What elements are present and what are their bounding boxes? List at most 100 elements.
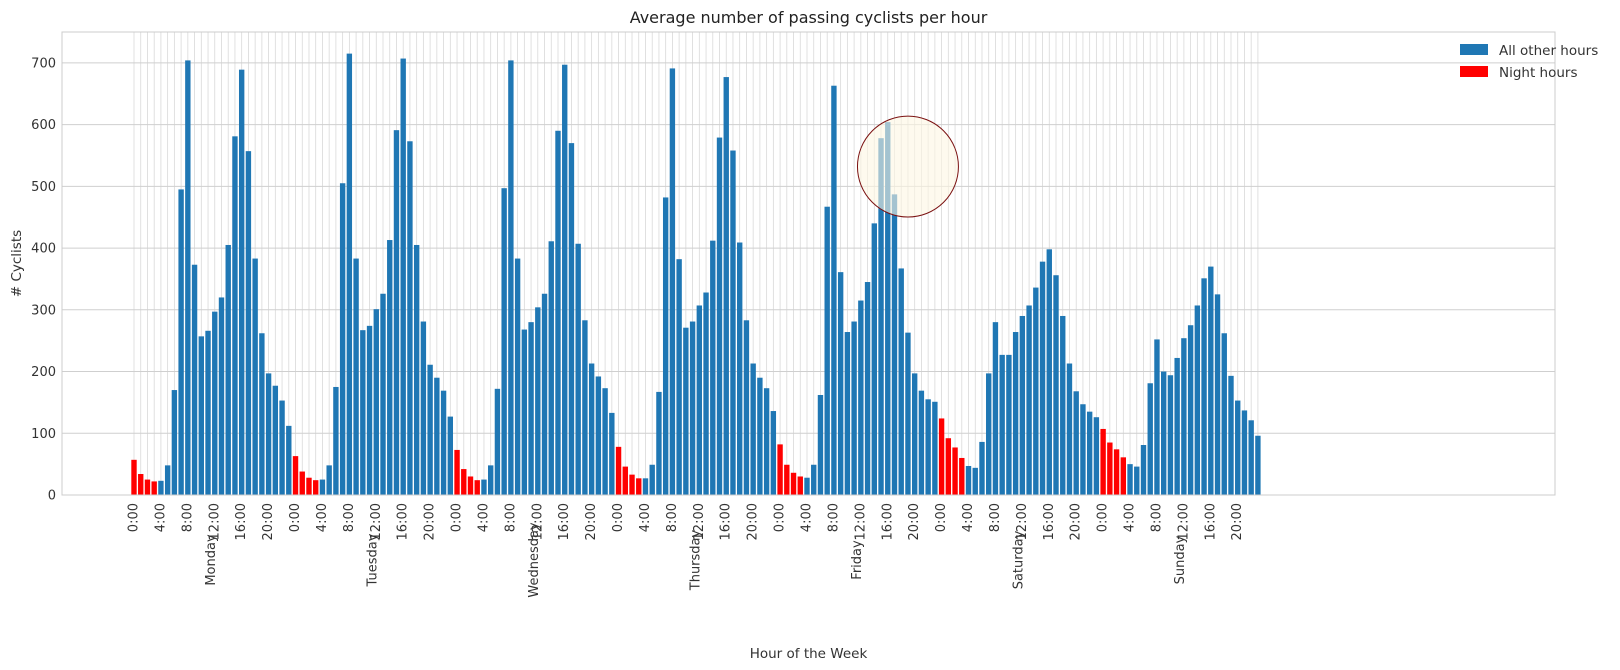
bar-other-hour: [1127, 464, 1133, 495]
bar-other-hour: [1235, 400, 1241, 495]
bar-other-hour: [918, 390, 925, 495]
bar-other-hour: [1053, 275, 1059, 495]
x-tick-label: 4:00: [961, 503, 976, 532]
chart-title: Average number of passing cyclists per h…: [630, 8, 988, 27]
x-tick-label: 20:00: [1069, 503, 1084, 540]
bar-other-hour: [871, 223, 877, 495]
x-axis-label: Hour of the Week: [750, 646, 868, 662]
bar-other-hour: [508, 60, 514, 496]
x-tick-label: 0:00: [611, 503, 626, 532]
y-tick-label: 400: [31, 242, 56, 257]
day-label: Tuesday: [365, 533, 380, 587]
x-tick-label: 16:00: [1042, 503, 1057, 540]
bar-other-hour: [1154, 339, 1160, 495]
x-tick-label: 12:00: [530, 503, 545, 540]
bar-night-hour: [1100, 428, 1106, 495]
bar-other-hour: [582, 320, 588, 495]
day-labels: Monday Tuesday Wednesday Thursday Friday Satu…: [204, 522, 1188, 598]
bar-other-hour: [171, 390, 178, 495]
x-tick-label: 0:00: [773, 503, 788, 532]
bar-other-hour: [252, 258, 258, 495]
bar-other-hour: [811, 464, 817, 495]
bar-other-hour: [286, 425, 292, 495]
x-tick-label: 4:00: [476, 503, 491, 532]
bar-other-hour: [878, 138, 884, 495]
bar-other-hour: [346, 53, 353, 496]
x-tick-label: 4:00: [315, 503, 330, 532]
bar-night-hour: [636, 478, 642, 495]
bar-other-hour: [750, 363, 756, 495]
bar-other-hour: [824, 206, 830, 495]
y-axis-label: # Cyclists: [9, 230, 25, 297]
y-tick-label: 500: [31, 180, 56, 195]
x-tick-label: 16:00: [880, 503, 895, 540]
day-label: Thursday: [688, 529, 703, 591]
x-tick-label: 8:00: [665, 503, 680, 532]
bar-other-hour: [238, 69, 245, 495]
bar-other-hour: [366, 325, 373, 495]
bar-other-hour: [265, 373, 272, 495]
y-tick-label: 700: [31, 56, 56, 71]
bar-other-hour: [326, 465, 332, 495]
bar-other-hour: [158, 480, 164, 495]
bar-night-hour: [784, 464, 790, 495]
bar-other-hour: [864, 282, 871, 495]
plot-frame: [61, 31, 1556, 496]
x-tick-label: 0:00: [288, 503, 303, 532]
bar-other-hour: [1147, 383, 1153, 495]
bar-other-hour: [770, 411, 777, 495]
bar-other-hour: [1046, 249, 1052, 495]
bar-other-hour: [1174, 357, 1180, 495]
x-tick-label: 16:00: [719, 503, 734, 540]
x-tick-label: 20:00: [261, 503, 276, 540]
bar-night-hour: [959, 457, 965, 495]
bar-other-hour: [898, 268, 904, 495]
bar-other-hour: [925, 399, 931, 495]
bar-other-hour: [1255, 435, 1261, 495]
y-tick-labels: 0 100 200 300 400 500 600 700: [31, 56, 56, 503]
x-tick-label: 16:00: [234, 503, 249, 540]
bar-other-hour: [1248, 420, 1254, 495]
bar-other-hour: [1080, 404, 1086, 495]
bar-other-hour: [609, 412, 615, 495]
bar-other-hour: [689, 321, 696, 495]
bar-other-hour: [669, 68, 676, 496]
bar-other-hour: [555, 130, 561, 495]
bar-other-hour: [528, 322, 534, 495]
x-tick-label: 16:00: [1203, 503, 1218, 540]
bar-other-hour: [568, 143, 575, 495]
bar-night-hour: [629, 474, 635, 495]
bar-other-hour: [1019, 315, 1026, 495]
x-tick-label: 12:00: [692, 503, 707, 540]
legend-swatch-all-other-hours: [1460, 44, 1488, 55]
x-tick-label: 8:00: [988, 503, 1003, 532]
bar-other-hour: [642, 478, 649, 495]
bar-other-hour: [649, 464, 655, 495]
bar-other-hour: [205, 330, 211, 495]
y-tick-label: 300: [31, 303, 56, 318]
bar-night-hour: [938, 418, 945, 495]
legend: All other hours Night hours: [1460, 43, 1598, 81]
bar-other-hour: [387, 240, 393, 495]
bar-other-hour: [400, 58, 406, 496]
bar-other-hour: [1187, 325, 1194, 495]
bar-other-hour: [858, 300, 864, 495]
bar-other-hour: [434, 377, 440, 495]
bar-other-hour: [703, 292, 709, 495]
x-tick-label: 0:00: [450, 503, 465, 532]
x-tick-label: 8:00: [342, 503, 357, 532]
bar-night-hour: [797, 476, 803, 495]
y-tick-label: 600: [31, 118, 56, 133]
x-tick-label: 20:00: [907, 503, 922, 540]
bar-night-hour: [1113, 449, 1120, 495]
y-tick-label: 0: [48, 489, 56, 504]
bar-night-hour: [151, 481, 157, 495]
bar-other-hour: [1208, 266, 1214, 495]
bar-other-hour: [380, 293, 386, 495]
bar-other-hour: [992, 322, 999, 495]
bar-other-hour: [1140, 445, 1147, 495]
x-tick-label: 16:00: [396, 503, 411, 540]
bar-night-hour: [138, 474, 144, 495]
legend-label-all-other-hours: All other hours: [1499, 43, 1598, 59]
bar-other-hour: [420, 321, 427, 495]
